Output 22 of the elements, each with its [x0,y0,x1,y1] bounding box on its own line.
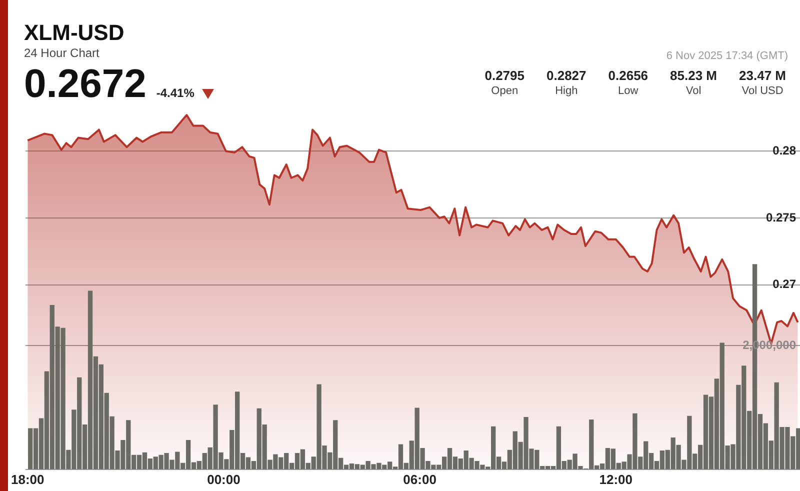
x-tick-label: 12:00 [599,472,633,487]
annotation: Open [490,85,520,97]
annotation: 0.2827 [546,68,586,83]
annotation: High [554,85,579,97]
annotation: 0.2656 [608,68,648,83]
x-tick-label: 00:00 [207,472,240,487]
annotation: Vol USD [740,85,784,97]
x-tick-label: 06:00 [403,472,436,487]
x-tick-label: 18:00 [11,472,44,487]
annotation: 0.2795 [484,68,524,83]
y-tick-label: 0.28 [772,143,796,158]
y-tick-label: 0.275 [766,210,796,224]
annotation: 23.47 M [739,68,786,83]
annotation: 85.23 M [670,68,718,83]
text: 24 Hour Chart [24,46,100,60]
annotation: -4.41% [156,86,194,100]
annotation: Low [617,85,640,97]
y-tick-label: 0.27 [772,277,796,292]
annotation: Vol [684,85,702,97]
annotation: 6 Nov 2025 17:34 (GMT) [666,50,788,62]
annotation: 0.2672 [24,62,146,106]
text: XLM-USD [24,20,126,46]
